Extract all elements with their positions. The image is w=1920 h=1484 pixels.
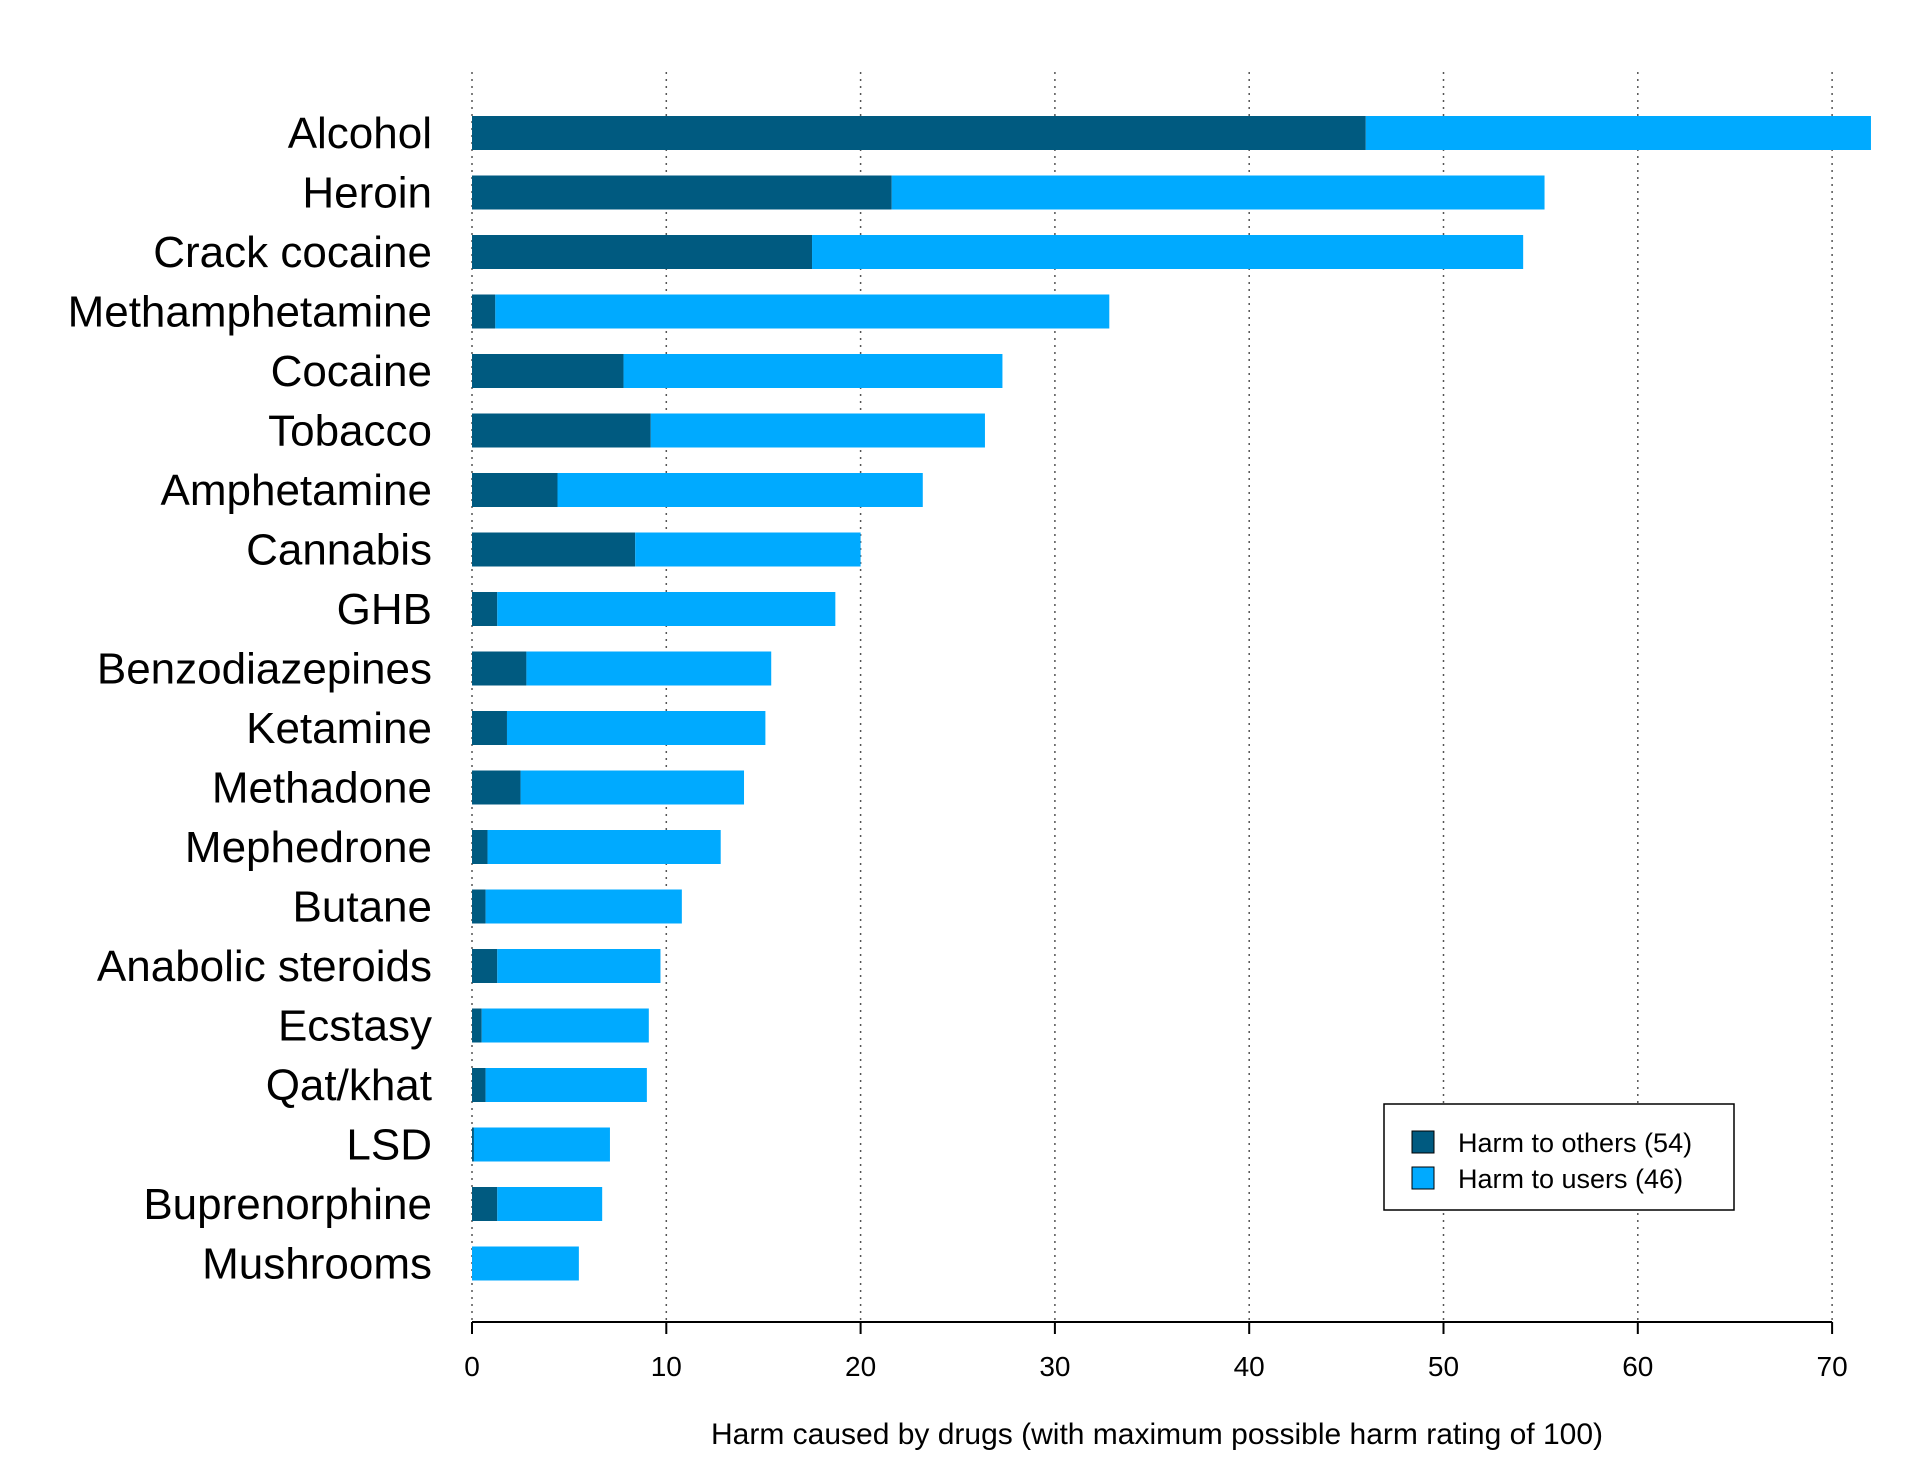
bar-alcohol-users — [1365, 116, 1871, 150]
bar-lsd-others — [472, 1127, 474, 1162]
category-label-lsd: LSD — [346, 1121, 432, 1170]
bar-crack-cocaine-others — [472, 235, 813, 269]
bar-ketamine-users — [506, 711, 766, 745]
bar-tobacco-others — [472, 413, 651, 448]
category-label-butane: Butane — [293, 883, 432, 932]
bar-cannabis-others — [472, 532, 636, 567]
x-tick-label-20: 20 — [845, 1351, 876, 1382]
category-label-buprenorphine: Buprenorphine — [143, 1180, 432, 1229]
legend-box — [1383, 1103, 1735, 1211]
category-label-qat-khat: Qat/khat — [266, 1061, 432, 1110]
bar-amphetamine-others — [472, 473, 558, 507]
bar-lsd-users — [473, 1127, 610, 1162]
bar-benzodiazepines-others — [472, 651, 527, 686]
bar-qat-khat-others — [472, 1068, 486, 1102]
bar-mephedrone-users — [487, 830, 721, 864]
bar-cocaine-others — [472, 354, 624, 388]
x-axis-title: Harm caused by drugs (with maximum possi… — [711, 1418, 1603, 1451]
category-label-tobacco: Tobacco — [268, 407, 432, 456]
x-axis: 0 10 20 30 40 50 60 70 — [464, 1321, 1848, 1382]
category-label-cannabis: Cannabis — [246, 526, 432, 575]
bar-ketamine-others — [472, 711, 507, 745]
category-label-ketamine: Ketamine — [246, 704, 432, 753]
legend-swatch-users — [1411, 1166, 1435, 1190]
category-label-alcohol: Alcohol — [288, 109, 432, 158]
bar-anabolic-steroids-others — [472, 949, 498, 983]
bar-ecstasy-users — [481, 1008, 649, 1043]
x-tick-label-0: 0 — [464, 1351, 480, 1382]
bar-butane-others — [472, 889, 486, 924]
legend: Harm to others (54) Harm to users (46) — [1383, 1103, 1735, 1211]
bar-methamphetamine-others — [472, 294, 496, 329]
legend-swatch-others — [1411, 1130, 1435, 1154]
bar-mushrooms-users — [472, 1246, 579, 1281]
category-label-benzodiazepines: Benzodiazepines — [97, 645, 432, 694]
bar-buprenorphine-users — [497, 1187, 603, 1221]
x-tick-label-30: 30 — [1039, 1351, 1070, 1382]
category-labels: Alcohol Heroin Crack cocaine Methamphetamin… — [68, 109, 432, 1289]
category-label-cocaine: Cocaine — [271, 347, 432, 396]
x-tick-label-10: 10 — [651, 1351, 682, 1382]
bar-heroin-others — [472, 175, 892, 210]
category-label-ecstasy: Ecstasy — [278, 1002, 432, 1051]
bar-crack-cocaine-users — [812, 235, 1524, 269]
category-label-mephedrone: Mephedrone — [185, 823, 432, 872]
gridlines — [471, 72, 1833, 1322]
bar-ecstasy-others — [472, 1008, 482, 1043]
category-label-amphetamine: Amphetamine — [161, 466, 432, 515]
category-label-methadone: Methadone — [212, 764, 432, 813]
bar-benzodiazepines-users — [526, 651, 772, 686]
bar-anabolic-steroids-users — [497, 949, 661, 983]
bar-cannabis-users — [635, 532, 861, 567]
category-label-crack-cocaine: Crack cocaine — [153, 228, 432, 277]
bar-alcohol-others — [472, 116, 1366, 150]
bar-heroin-users — [891, 175, 1545, 210]
bar-cocaine-users — [623, 354, 1003, 388]
bar-methadone-others — [472, 770, 521, 805]
x-tick-label-70: 70 — [1817, 1351, 1848, 1382]
bars — [472, 116, 1871, 1281]
x-tick-label-50: 50 — [1428, 1351, 1459, 1382]
bar-amphetamine-users — [557, 473, 923, 507]
legend-label-users: Harm to users (46) — [1458, 1164, 1683, 1194]
bar-ghb-users — [497, 592, 836, 626]
legend-label-others: Harm to others (54) — [1458, 1128, 1692, 1158]
category-label-anabolic-steroids: Anabolic steroids — [97, 942, 432, 991]
bar-butane-users — [485, 889, 682, 924]
bar-qat-khat-users — [485, 1068, 647, 1102]
x-tick-label-60: 60 — [1622, 1351, 1653, 1382]
bar-ghb-others — [472, 592, 498, 626]
bar-methadone-users — [520, 770, 745, 805]
x-tick-label-40: 40 — [1234, 1351, 1265, 1382]
category-label-heroin: Heroin — [302, 169, 432, 218]
bar-methamphetamine-users — [495, 294, 1110, 329]
bar-tobacco-users — [650, 413, 985, 448]
bar-buprenorphine-others — [472, 1187, 498, 1221]
category-label-mushrooms: Mushrooms — [202, 1240, 432, 1289]
bar-mephedrone-others — [472, 830, 488, 864]
category-label-methamphetamine: Methamphetamine — [68, 288, 432, 337]
category-label-ghb: GHB — [337, 585, 432, 634]
